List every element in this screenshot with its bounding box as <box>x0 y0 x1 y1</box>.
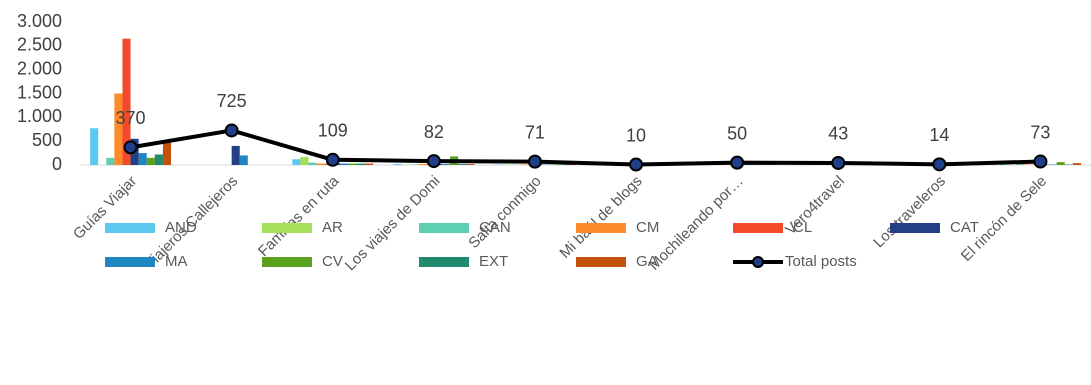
x-tick-label: Familias en ruta <box>255 172 343 260</box>
bar <box>162 142 171 165</box>
y-tick-label: 500 <box>32 130 62 150</box>
y-tick-label: 1.500 <box>17 82 62 102</box>
legend-label: CAT <box>950 219 979 236</box>
data-label: 82 <box>424 122 444 142</box>
bar <box>441 164 451 165</box>
line <box>130 128 1041 167</box>
x-tick-label: Los traveleros <box>870 173 949 252</box>
bar <box>138 153 147 165</box>
legend-swatch <box>262 257 312 267</box>
bar <box>365 163 374 165</box>
bar <box>231 145 240 165</box>
point <box>527 154 542 169</box>
y-tick-label: 1.000 <box>17 106 62 126</box>
y-tick-label: 2.500 <box>17 35 62 55</box>
bar <box>466 164 475 165</box>
bar <box>90 128 99 165</box>
point <box>123 140 138 155</box>
bar <box>114 93 123 165</box>
y-tick-label: 2.000 <box>17 58 62 78</box>
point <box>730 155 745 170</box>
bar <box>340 163 349 165</box>
point <box>932 157 947 172</box>
bar <box>308 162 317 165</box>
bar <box>106 157 115 165</box>
legend-label: CL <box>793 219 812 236</box>
bar <box>292 159 301 165</box>
data-label: 50 <box>727 123 747 143</box>
x-tick-label: Mi baúl de blogs <box>556 173 645 262</box>
legend-swatch <box>752 256 764 268</box>
data-label: 71 <box>525 122 545 142</box>
legend-label: AND <box>165 219 197 236</box>
legend-label: CV <box>322 253 343 270</box>
legend-swatch <box>419 257 469 267</box>
point <box>831 155 846 170</box>
legend-swatch <box>576 257 626 267</box>
legend-swatch <box>419 223 469 233</box>
bar <box>393 164 402 165</box>
bar <box>300 156 309 165</box>
bar <box>357 163 366 165</box>
bar <box>316 163 325 165</box>
bar <box>417 164 426 165</box>
legend-swatch <box>576 223 626 233</box>
legend-swatch <box>733 223 783 233</box>
legend-label: CM <box>636 219 659 236</box>
legend-label: EXT <box>479 253 508 270</box>
y-tick-label: 3.000 <box>17 11 62 31</box>
legend-label: CAN <box>479 219 511 236</box>
legend-swatch <box>262 223 312 233</box>
bar <box>146 157 155 165</box>
legend-swatch <box>105 257 155 267</box>
data-label: 43 <box>828 124 848 144</box>
bar <box>122 38 131 165</box>
x-tick-label: Salta conmigo <box>465 173 544 252</box>
legend-swatch <box>890 223 940 233</box>
bar <box>1072 163 1081 165</box>
point <box>426 154 441 169</box>
x-tick-label: Mochileando por… <box>646 173 747 274</box>
bar <box>458 164 467 165</box>
bar <box>154 154 163 165</box>
data-label: 14 <box>929 125 949 145</box>
y-tick-label: 0 <box>52 154 62 174</box>
point <box>629 157 644 172</box>
point <box>325 152 340 167</box>
legend-label: Total posts <box>785 253 857 270</box>
data-label: 109 <box>318 121 348 141</box>
bar <box>1056 162 1065 165</box>
data-label: 10 <box>626 125 646 145</box>
data-label: 73 <box>1030 122 1050 142</box>
point <box>224 123 239 138</box>
data-label: 370 <box>116 108 146 128</box>
legend-label: GA <box>636 253 658 270</box>
legend-label: MA <box>165 253 188 270</box>
bar <box>348 163 358 165</box>
data-label: 725 <box>217 91 247 111</box>
bar <box>239 155 248 165</box>
legend-label: AR <box>322 219 343 236</box>
legend-swatch <box>105 223 155 233</box>
point <box>1033 154 1048 169</box>
